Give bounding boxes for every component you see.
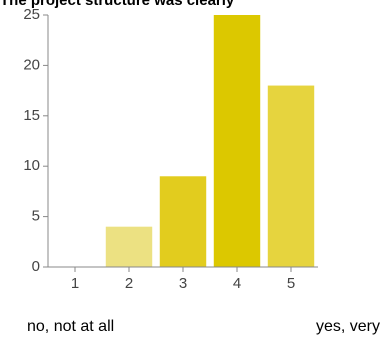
y-tick-label: 0 (32, 258, 40, 275)
chart-title: The project structure was clearly (0, 0, 235, 9)
bar (213, 15, 261, 267)
annotation: no, not at all (27, 318, 114, 335)
x-tick-label: 1 (71, 275, 79, 292)
y-tick-label: 25 (23, 6, 40, 23)
x-tick-label: 4 (233, 275, 241, 292)
y-tick-label: 5 (32, 208, 40, 225)
x-tick-label: 2 (125, 275, 133, 292)
bar (105, 226, 153, 267)
y-tick-label: 20 (23, 56, 40, 73)
bar (159, 176, 207, 267)
y-tick-label: 10 (23, 157, 40, 174)
annotation: yes, very (316, 318, 380, 335)
bar (267, 85, 315, 267)
y-tick-label: 15 (23, 107, 40, 124)
x-tick-label: 5 (287, 275, 295, 292)
x-tick-label: 3 (179, 275, 187, 292)
